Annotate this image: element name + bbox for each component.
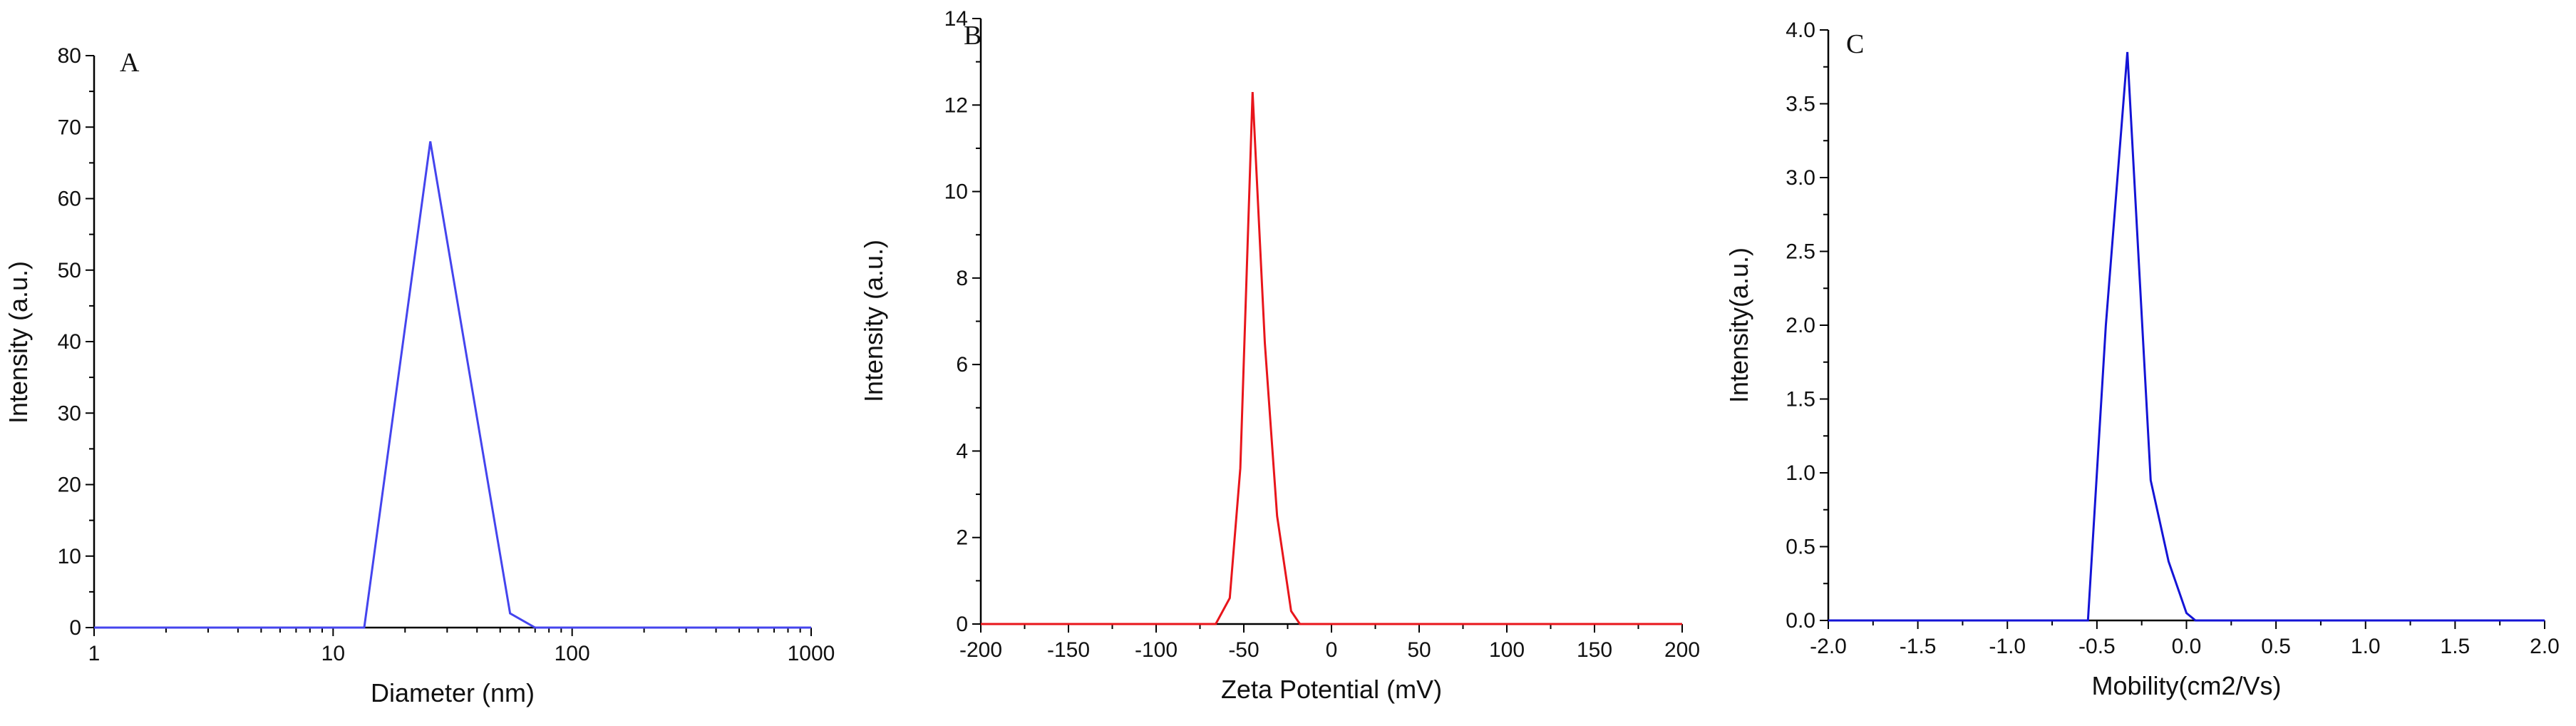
- panel-c-x-tick-label: 1.5: [2441, 635, 2471, 658]
- panel-b-y-tick-label: 4: [956, 439, 968, 463]
- panel-b-y-tick-label: 8: [956, 267, 968, 290]
- panel-b-y-tick-label: 6: [956, 353, 968, 377]
- panel-a-y-tick-label: 40: [58, 330, 81, 354]
- panel-a-y-tick-label: 10: [58, 545, 81, 568]
- panel-b-x-axis-title: Zeta Potential (mV): [1221, 675, 1442, 704]
- panel-b-x-tick-label: 200: [1664, 638, 1700, 662]
- panel-b-x-tick-label: -150: [1047, 638, 1090, 662]
- panel-c-x-tick-label: 1.0: [2351, 635, 2381, 658]
- panel-c-y-tick-label: 0.5: [1786, 536, 1815, 559]
- panel-b-label: B: [964, 21, 982, 51]
- panel-b-x-tick-label: -100: [1135, 638, 1178, 662]
- panel-c-x-tick-label: -1.0: [1989, 635, 2026, 658]
- panel-c-y-tick-label: 2.0: [1786, 314, 1815, 337]
- panel-b-y-tick-label: 12: [944, 93, 968, 117]
- panel-a-x-tick-label: 1000: [788, 642, 835, 665]
- panel-a-y-tick-label: 60: [58, 188, 81, 211]
- panel-a-label: A: [120, 48, 140, 78]
- panel-c-label: C: [1846, 29, 1864, 59]
- panel-b-x-tick-label: 0: [1326, 638, 1338, 662]
- panel-a-x-axis-title: Diameter (nm): [371, 678, 535, 707]
- panel-c-x-tick-label: -1.5: [1900, 635, 1937, 658]
- panel-b-x-tick-label: -50: [1228, 638, 1259, 662]
- panel-a-group: 0 10 20 30 40 50 60 70 80 1 10 100 1000 Diameter (nm)…: [4, 44, 835, 707]
- panel-a-y-tick-label: 80: [58, 44, 81, 68]
- panel-c-y-tick-label: 3.5: [1786, 93, 1815, 116]
- panel-c-y-tick-label: 4.0: [1786, 19, 1815, 42]
- panel-a-y-axis-title: Intensity (a.u.): [4, 261, 33, 424]
- panel-c-series-line: [1828, 51, 2545, 622]
- panel-b-group: 0 2 4 6 8 10 12 14 -200 -150 -100 -50 0 50 100 150 200 Ze…: [859, 7, 1700, 704]
- panel-c-x-tick-label: -2.0: [1810, 635, 1847, 658]
- panel-c-y-tick-label: 2.5: [1786, 240, 1815, 264]
- panel-b-y-tick-label: 10: [944, 180, 968, 204]
- panel-b-y-tick-label: 0: [956, 613, 968, 636]
- panel-c-x-tick-label: 0.5: [2261, 635, 2291, 658]
- panel-c-x-tick-label: 0.0: [2172, 635, 2202, 658]
- panel-a-y-tick-label: 50: [58, 259, 81, 282]
- panel-c-y-axis-title: Intensity(a.u.): [1724, 247, 1753, 403]
- panel-c-y-tick-label: 1.0: [1786, 461, 1815, 485]
- panel-a-x-tick-label: 1: [88, 642, 101, 665]
- panel-c-y-tick-label: 0.0: [1786, 609, 1815, 633]
- panel-b-y-tick-label: 14: [944, 7, 968, 31]
- panel-c-group: 0.0 0.5 1.0 1.5 2.0 2.5 3.0 3.5 4.0 -2.0 -1.5 -1.0 -…: [1724, 19, 2560, 700]
- panel-b-y-tick-label: 2: [956, 526, 968, 550]
- panel-b-x-tick-label: -200: [959, 638, 1002, 662]
- panel-b-x-tick-label: 100: [1489, 638, 1525, 662]
- panel-c-x-tick-label: -0.5: [2078, 635, 2116, 658]
- panel-a-y-tick-label: 30: [58, 402, 81, 425]
- panel-a-y-tick-label: 70: [58, 116, 81, 139]
- panel-b-series-line: [981, 92, 1682, 625]
- panel-b-x-tick-label: 50: [1407, 638, 1431, 662]
- panel-c-x-tick-label: 2.0: [2530, 635, 2560, 658]
- panel-b-x-tick-label: 150: [1577, 638, 1612, 662]
- panel-a-y-tick-label: 20: [58, 474, 81, 497]
- panel-b-y-axis-title: Intensity (a.u.): [859, 240, 888, 402]
- panel-c-x-axis-title: Mobility(cm2/Vs): [2091, 671, 2281, 700]
- panel-c-y-tick-label: 1.5: [1786, 388, 1815, 411]
- panel-a-x-tick-label: 10: [321, 642, 345, 665]
- panel-c-y-tick-label: 3.0: [1786, 166, 1815, 190]
- panel-a-y-tick-label: 0: [69, 616, 81, 640]
- panel-a-x-tick-label: 100: [555, 642, 590, 665]
- panel-a-series-line: [94, 141, 811, 629]
